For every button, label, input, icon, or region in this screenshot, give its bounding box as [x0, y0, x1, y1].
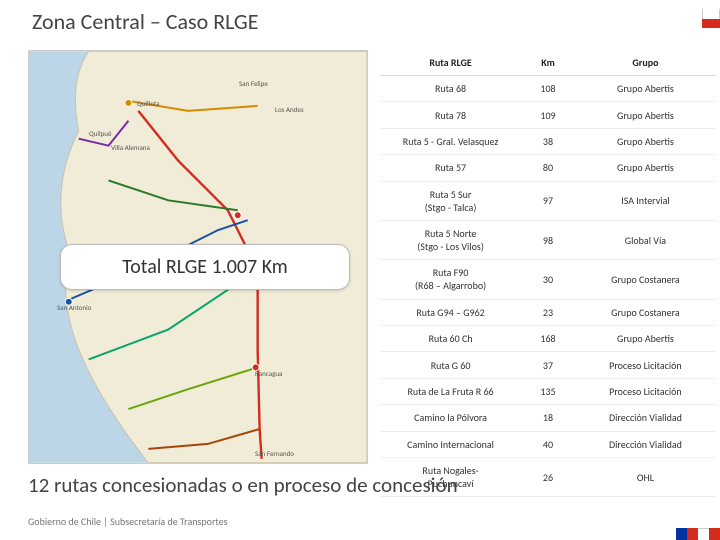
cell-route: Ruta de La Fruta R 66 [380, 378, 521, 404]
cell-km: 30 [521, 260, 575, 299]
cell-route: Ruta G 60 [380, 352, 521, 378]
cell-route: Ruta 60 Ch [380, 326, 521, 352]
table-row: Ruta 60 Ch168Grupo Abertis [380, 326, 716, 352]
cell-km: 98 [521, 220, 575, 259]
cell-group: Grupo Abertis [575, 128, 716, 154]
cell-route: Ruta 5 - Gral. Velasquez [380, 128, 521, 154]
cell-km: 168 [521, 326, 575, 352]
table-head: Ruta RLGE Km Grupo [380, 50, 716, 76]
map-city-label: Rancagua [255, 369, 282, 378]
subtitle: 12 rutas concesionadas o en proceso de c… [28, 472, 458, 498]
cell-km: 26 [521, 457, 575, 496]
cell-group: Dirección Vialidad [575, 431, 716, 457]
cell-km: 40 [521, 431, 575, 457]
flag-red [702, 19, 720, 28]
cell-km: 23 [521, 299, 575, 325]
table-row: Camino Internacional40Dirección Vialidad [380, 431, 716, 457]
cell-group: Proceso Licitación [575, 352, 716, 378]
page-title: Zona Central – Caso RLGE [32, 8, 259, 35]
cell-route: Ruta 57 [380, 155, 521, 181]
col-route: Ruta RLGE [380, 50, 521, 76]
table-row: Ruta 68108Grupo Abertis [380, 76, 716, 102]
cell-route: Ruta 68 [380, 76, 521, 102]
map-city-label: Quilpué [89, 129, 111, 138]
map-city-label: San Felipe [239, 79, 268, 88]
flag-blue [676, 528, 687, 540]
cell-km: 80 [521, 155, 575, 181]
cell-group: Grupo Costanera [575, 260, 716, 299]
map-city-label: Los Andes [275, 105, 304, 114]
cell-route: Ruta F90 (R68 – Algarrobo) [380, 260, 521, 299]
cell-group: Grupo Abertis [575, 155, 716, 181]
cell-group: Global Vía [575, 220, 716, 259]
cell-km: 18 [521, 405, 575, 431]
table-row: Ruta F90 (R68 – Algarrobo)30Grupo Costan… [380, 260, 716, 299]
flag-red [687, 528, 698, 540]
cell-km: 135 [521, 378, 575, 404]
cell-route: Ruta G94 – G962 [380, 299, 521, 325]
footer-text: Gobierno de Chile | Subsecretaría de Tra… [28, 515, 228, 528]
flag-stripe-top [702, 0, 720, 28]
flag-white [698, 528, 709, 540]
flag-blue [702, 0, 720, 9]
cell-group: Grupo Abertis [575, 76, 716, 102]
cell-km: 97 [521, 181, 575, 220]
map-city-label: Villa Alemana [111, 143, 150, 152]
col-km: Km [521, 50, 575, 76]
map-city-label: San Fernando [255, 449, 294, 458]
total-badge: Total RLGE 1.007 Km [60, 244, 350, 290]
cell-km: 38 [521, 128, 575, 154]
cell-group: ISA Intervial [575, 181, 716, 220]
table-row: Ruta 5780Grupo Abertis [380, 155, 716, 181]
flag-stripe-bottom [676, 528, 720, 540]
cell-route: Camino la Pólvora [380, 405, 521, 431]
map-city-label: Quillota [137, 99, 160, 108]
table-body: Ruta 68108Grupo AbertisRuta 78109Grupo A… [380, 76, 716, 497]
cell-group: Dirección Vialidad [575, 405, 716, 431]
flag-white [702, 9, 720, 18]
col-group: Grupo [575, 50, 716, 76]
cell-group: Grupo Abertis [575, 102, 716, 128]
route-marker [234, 212, 241, 219]
routes-table: Ruta RLGE Km Grupo Ruta 68108Grupo Abert… [380, 50, 716, 497]
table-row: Camino la Pólvora18Dirección Vialidad [380, 405, 716, 431]
cell-route: Ruta 5 Norte (Stgo - Los Vilos) [380, 220, 521, 259]
flag-red [709, 528, 720, 540]
cell-group: Grupo Costanera [575, 299, 716, 325]
cell-group: Grupo Abertis [575, 326, 716, 352]
cell-group: OHL [575, 457, 716, 496]
table-row: Ruta 5 Norte (Stgo - Los Vilos)98Global … [380, 220, 716, 259]
cell-route: Ruta 5 Sur (Stgo - Talca) [380, 181, 521, 220]
cell-km: 37 [521, 352, 575, 378]
cell-route: Ruta 78 [380, 102, 521, 128]
cell-route: Camino Internacional [380, 431, 521, 457]
cell-km: 109 [521, 102, 575, 128]
table-row: Ruta 5 - Gral. Velasquez38Grupo Abertis [380, 128, 716, 154]
map-city-label: San Antonio [57, 303, 91, 312]
cell-km: 108 [521, 76, 575, 102]
cell-group: Proceso Licitación [575, 378, 716, 404]
table-row: Ruta 78109Grupo Abertis [380, 102, 716, 128]
table-row: Ruta G94 – G96223Grupo Costanera [380, 299, 716, 325]
table-row: Ruta 5 Sur (Stgo - Talca)97ISA Intervial [380, 181, 716, 220]
route-marker [125, 99, 132, 106]
table-row: Ruta de La Fruta R 66135Proceso Licitaci… [380, 378, 716, 404]
table-row: Ruta G 6037Proceso Licitación [380, 352, 716, 378]
